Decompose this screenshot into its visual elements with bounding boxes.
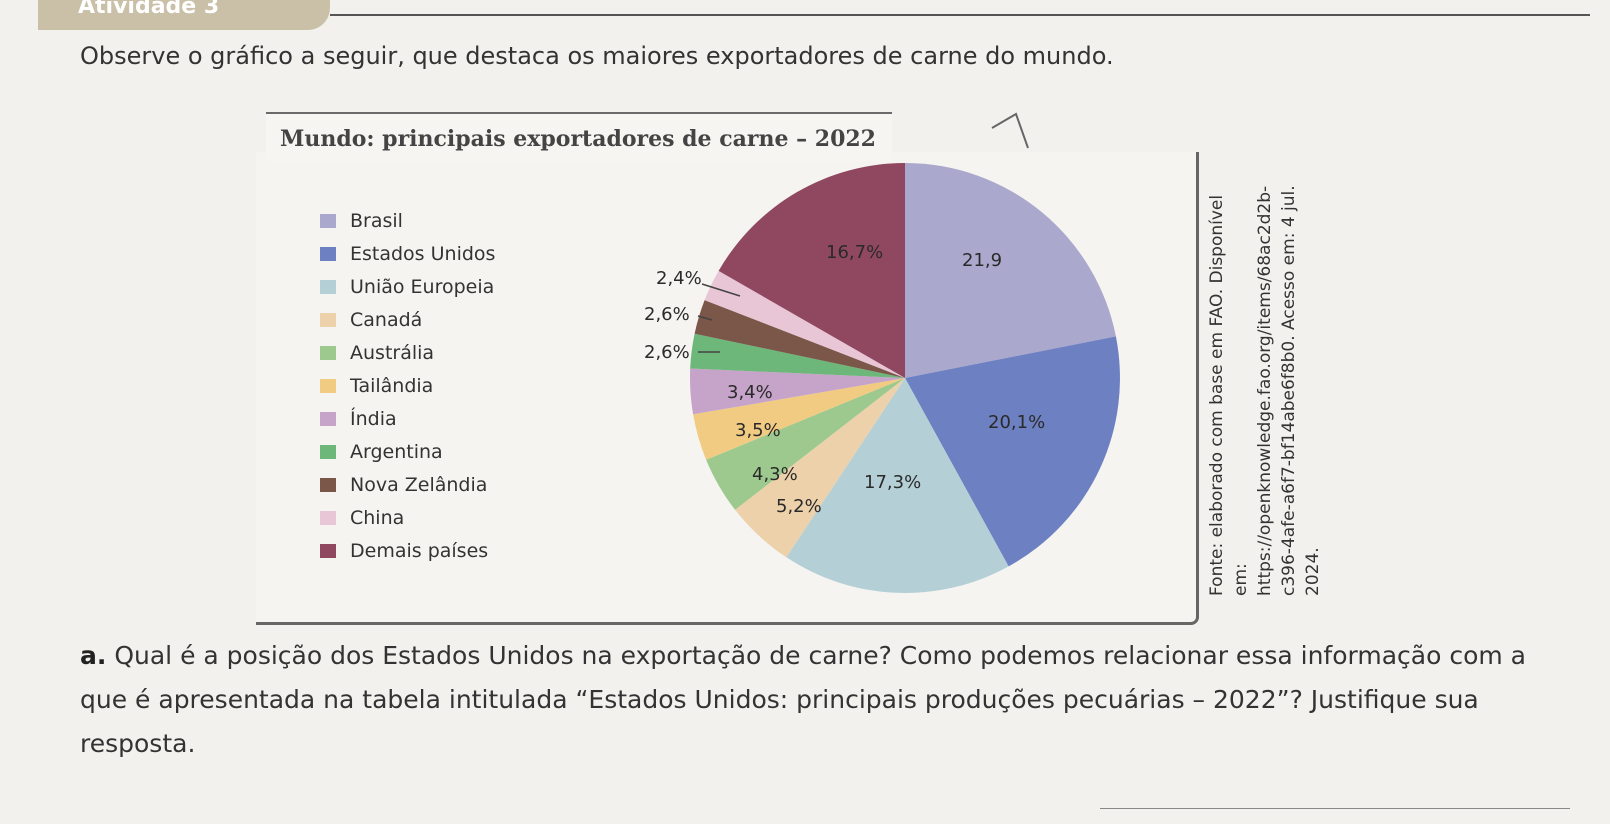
question-marker: a. [80,641,107,670]
data-label-demais-paises: 16,7% [826,242,883,263]
pie-slice-argentina [690,333,905,378]
leader-line-nova-zelandia [697,315,713,321]
legend-label: Estados Unidos [350,243,496,265]
source-note: Fonte: elaborado com base em FAO. Dispon… [1207,185,1323,596]
pie-slice-uniao-europeia [786,378,1009,593]
legend-label: Demais países [350,540,489,562]
data-label-nova-zelandia: 2,6% [644,304,690,325]
data-label-uniao-europeia: 17,3% [864,472,921,493]
pie-slice-demais-paises [718,163,905,378]
legend-swatch [320,247,336,261]
heading-rule [330,14,1590,16]
chart-title: Mundo: principais exportadores de carne … [266,112,892,162]
legend-swatch [320,379,336,393]
legend-label: Índia [350,408,397,430]
legend-label: Canadá [350,309,423,331]
intro-text: Observe o gráfico a seguir, que destaca … [80,42,1114,70]
activity-tab: Atividade 3 [38,0,330,30]
activity-label: Atividade 3 [78,0,220,19]
data-label-brasil: 21,9 [962,250,1002,271]
legend-swatch [320,214,336,228]
pie-slice-canada [735,378,905,558]
legend-label: China [350,507,405,529]
legend-swatch [320,544,336,558]
data-label-india: 3,4% [727,382,773,403]
legend-swatch [320,445,336,459]
data-label-canada: 5,2% [776,496,822,517]
data-label-australia: 4,3% [752,464,798,485]
legend-label: Austrália [350,342,435,364]
data-label-estados-unidos: 20,1% [988,412,1045,433]
legend-label: Nova Zelândia [350,474,488,496]
question-a: a. Qual é a posição dos Estados Unidos n… [80,634,1570,766]
question-text: Qual é a posição dos Estados Unidos na e… [80,641,1526,758]
legend-swatch [320,412,336,426]
legend-swatch [320,478,336,492]
pie-slice-nova-zelandia [694,300,905,378]
data-label-argentina: 2,6% [644,342,690,363]
data-label-tailandia: 3,5% [735,420,781,441]
legend-swatch [320,313,336,327]
answer-line [1100,808,1570,809]
pie-slice-india [689,368,905,415]
pie-slice-china [704,270,905,378]
pie-slice-australia [706,378,905,510]
legend-label: Tailândia [350,375,434,397]
title-corner-decoration [991,112,1029,149]
legend-label: Argentina [350,441,443,463]
leader-line-china [701,283,741,297]
pie-slice-brasil [905,163,1116,378]
legend-swatch [320,511,336,525]
legend-swatch [320,346,336,360]
legend-label: União Europeia [350,276,495,298]
pie-slice-tailandia [693,378,905,460]
legend-swatch [320,280,336,294]
legend-label: Brasil [350,210,403,232]
data-label-china: 2,4% [656,268,702,289]
pie-slice-estados-unidos [905,336,1120,567]
